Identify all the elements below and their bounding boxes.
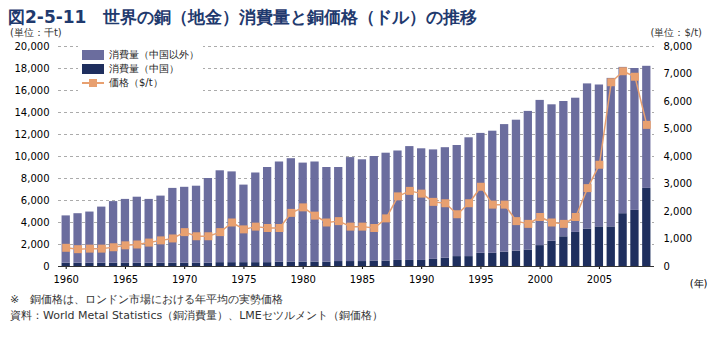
- svg-text:1,000: 1,000: [664, 233, 693, 244]
- svg-text:12,000: 12,000: [15, 129, 50, 140]
- svg-text:1975: 1975: [231, 274, 256, 285]
- svg-text:0: 0: [664, 261, 670, 272]
- svg-text:3,000: 3,000: [664, 178, 693, 189]
- html-text:消費量（中国以外）: 消費量（中国以外）: [109, 49, 199, 60]
- svg-text:6,000: 6,000: [21, 195, 50, 206]
- svg-text:16,000: 16,000: [15, 85, 50, 96]
- svg-text:6,000: 6,000: [664, 96, 693, 107]
- svg-text:2,000: 2,000: [664, 206, 693, 217]
- svg-text:1990: 1990: [409, 274, 434, 285]
- svg-text:8,000: 8,000: [664, 41, 693, 52]
- svg-text:1995: 1995: [468, 274, 493, 285]
- svg-text:18,000: 18,000: [15, 63, 50, 74]
- svg-text:(年): (年): [690, 278, 708, 289]
- svg-text:1985: 1985: [350, 274, 375, 285]
- svg-text:2,000: 2,000: [21, 239, 50, 250]
- svg-text:20,000: 20,000: [15, 41, 50, 52]
- svg-text:5,000: 5,000: [664, 123, 693, 134]
- svg-text:14,000: 14,000: [15, 107, 50, 118]
- html-text:資料：World Metal Statistics（銅消費量: 資料：World Metal Statistics（銅消費量）、LMEセツルメン…: [10, 309, 383, 322]
- html-text:(単位：千t): (単位：千t): [10, 27, 62, 38]
- svg-text:1960: 1960: [53, 274, 78, 285]
- svg-text:1965: 1965: [113, 274, 138, 285]
- svg-text:7,000: 7,000: [664, 68, 693, 79]
- svg-text:1970: 1970: [172, 274, 197, 285]
- html-text:(単位：$/t): (単位：$/t): [650, 27, 702, 38]
- svg-text:1980: 1980: [290, 274, 315, 285]
- svg-text:0: 0: [43, 261, 49, 272]
- svg-text:8,000: 8,000: [21, 173, 50, 184]
- svg-text:2000: 2000: [527, 274, 552, 285]
- svg-text:2005: 2005: [587, 274, 612, 285]
- svg-text:4,000: 4,000: [664, 151, 693, 162]
- html-text:消費量（中国）: 消費量（中国）: [109, 63, 179, 74]
- html-text:価格（$/t）: 価格（$/t）: [109, 77, 163, 88]
- html-text:図2-5-11 世界の銅（地金）消費量と銅価格（ドル）の推移: 図2-5-11 世界の銅（地金）消費量と銅価格（ドル）の推移: [8, 7, 478, 27]
- html-text:※ 銅価格は、ロンドン市場における年平均の実勢価格: ※ 銅価格は、ロンドン市場における年平均の実勢価格: [10, 293, 284, 306]
- svg-text:10,000: 10,000: [15, 151, 50, 162]
- svg-text:4,000: 4,000: [21, 217, 50, 228]
